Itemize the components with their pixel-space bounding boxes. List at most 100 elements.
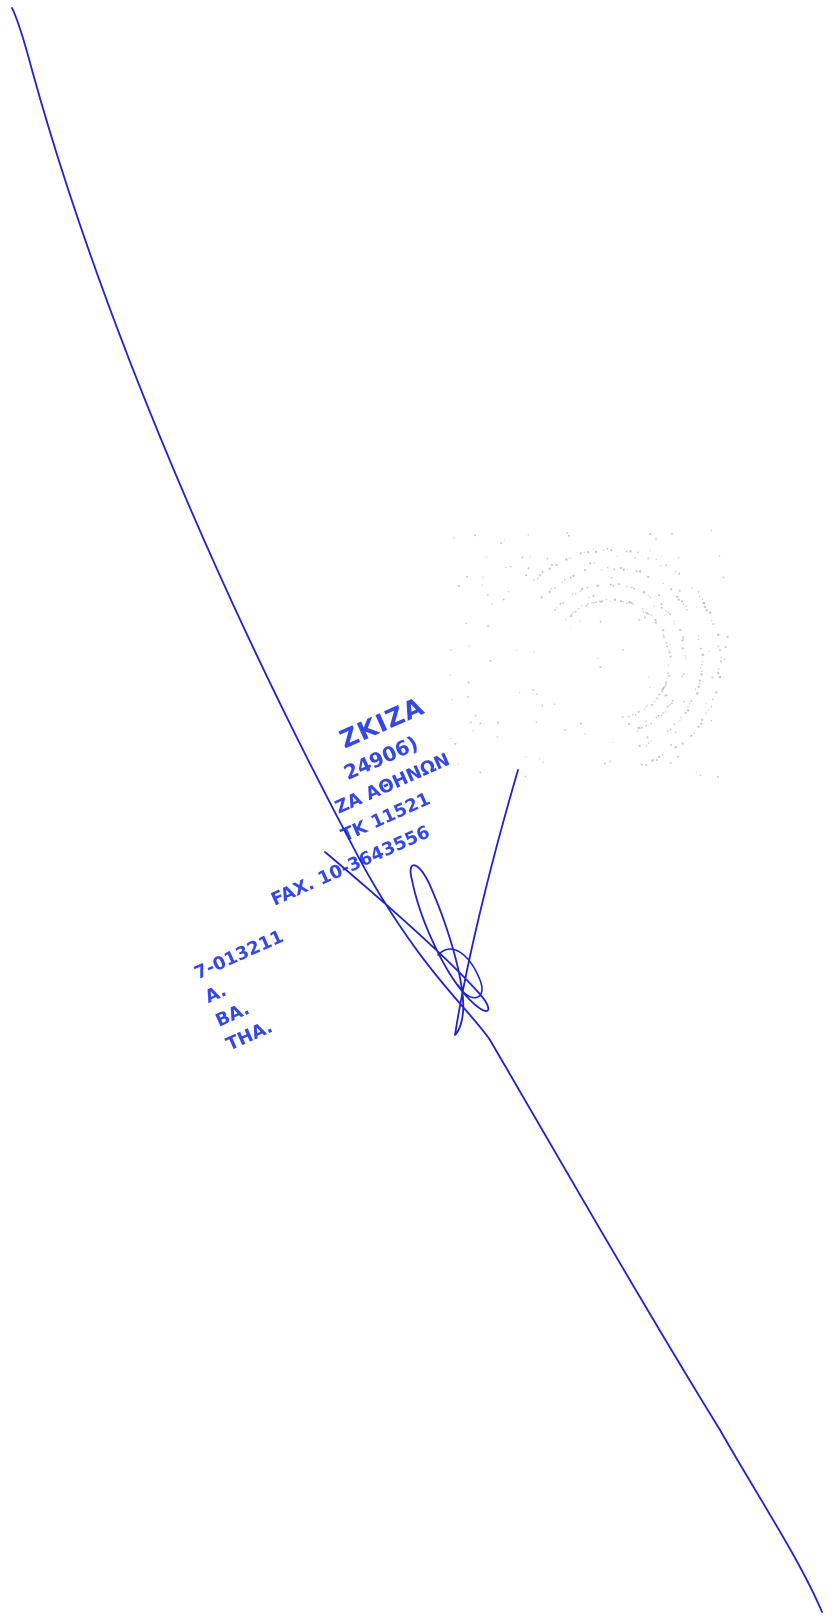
seal-dot: [600, 569, 603, 571]
seal-dot: [579, 590, 581, 592]
seal-speck: [505, 566, 507, 569]
seal-dot: [591, 602, 593, 604]
seal-dot: [669, 655, 672, 658]
seal-dot: [669, 588, 673, 591]
seal-dot: [665, 641, 668, 644]
seal-speck: [665, 694, 668, 697]
seal-dot: [569, 557, 571, 559]
seal-dot: [720, 657, 722, 659]
seal-dot: [663, 636, 665, 638]
seal-dot: [655, 558, 657, 561]
seal-dot: [655, 716, 658, 719]
seal-speck: [723, 658, 726, 661]
seal-dot: [585, 604, 588, 607]
seal-dot: [661, 690, 664, 693]
seal-dot: [637, 726, 641, 730]
seal-dot: [638, 744, 641, 747]
seal-dot: [572, 611, 574, 613]
seal-dot: [596, 584, 599, 587]
seal-speck: [670, 743, 672, 746]
seal-dot: [584, 569, 587, 572]
seal-dot: [658, 693, 661, 696]
seal-speck: [451, 699, 453, 701]
seal-dot: [650, 739, 652, 742]
seal-dot: [681, 636, 685, 639]
seal-dot: [550, 563, 553, 567]
seal-speck: [634, 557, 636, 559]
seal-dot: [701, 653, 705, 657]
seal-speck: [705, 703, 707, 705]
seal-dot: [635, 570, 638, 573]
seal-speck: [643, 616, 646, 619]
seal-dot: [645, 724, 648, 727]
seal-dot: [565, 558, 568, 561]
seal-dot: [533, 579, 535, 581]
seal-dot: [662, 712, 664, 714]
seal-dot: [657, 755, 661, 759]
seal-dot: [662, 686, 666, 689]
seal-dot: [645, 611, 647, 613]
seal-speck: [674, 731, 677, 734]
seal-dot: [651, 759, 654, 762]
seal-speck: [465, 622, 468, 625]
seal-dot: [571, 613, 573, 615]
seal-dot: [679, 720, 681, 722]
seal-dot: [686, 709, 690, 712]
seal-speck: [579, 722, 582, 725]
seal-speck: [529, 556, 531, 558]
seal-dot: [632, 603, 634, 606]
seal-dot: [681, 742, 684, 745]
seal-dot: [587, 602, 589, 605]
seal-speck: [649, 686, 651, 689]
seal-speck: [532, 688, 535, 691]
seal-speck: [628, 723, 631, 726]
seal-speck: [588, 596, 590, 599]
seal-dot: [638, 570, 642, 573]
seal-dot: [650, 614, 653, 616]
seal-speck: [584, 733, 586, 735]
seal-dot: [650, 703, 653, 706]
seal-dot: [593, 601, 595, 604]
seal-dot: [586, 586, 589, 589]
seal-speck: [655, 758, 659, 761]
seal-dot: [647, 595, 649, 597]
seal-dot: [622, 568, 625, 571]
seal-speck: [500, 541, 503, 545]
seal-dot: [693, 732, 695, 734]
seal-dot: [632, 713, 634, 716]
seal-dot: [571, 593, 574, 595]
seal-dot: [699, 647, 702, 650]
seal-speck: [571, 594, 573, 597]
seal-speck: [467, 681, 470, 684]
seal-speck: [564, 729, 566, 731]
seal-speck: [486, 594, 489, 596]
seal-speck: [453, 536, 455, 539]
seal-dot: [580, 587, 584, 591]
seal-speck: [485, 556, 487, 558]
seal-dot: [561, 581, 564, 583]
seal-dot: [688, 703, 691, 705]
seal-dot: [702, 601, 706, 605]
seal-speck: [610, 576, 613, 579]
seal-dot: [665, 610, 667, 612]
seal-speck: [608, 575, 610, 577]
seal-dot: [662, 582, 664, 584]
seal-speck: [527, 567, 530, 570]
seal-speck: [660, 565, 662, 567]
seal-dot: [697, 725, 700, 728]
seal-dot: [642, 591, 646, 594]
seal-dot: [617, 583, 620, 586]
seal-speck: [546, 557, 549, 560]
seal-speck: [710, 720, 713, 722]
seal-speck: [726, 635, 729, 638]
seal-speck: [653, 605, 655, 608]
seal-dot: [640, 726, 643, 729]
seal-dot: [671, 702, 673, 705]
seal-dot: [645, 764, 648, 767]
seal-speck: [711, 676, 714, 679]
seal-dot: [669, 704, 671, 706]
seal-speck: [472, 730, 475, 732]
seal-dot: [666, 705, 669, 708]
seal-dot: [690, 700, 693, 703]
